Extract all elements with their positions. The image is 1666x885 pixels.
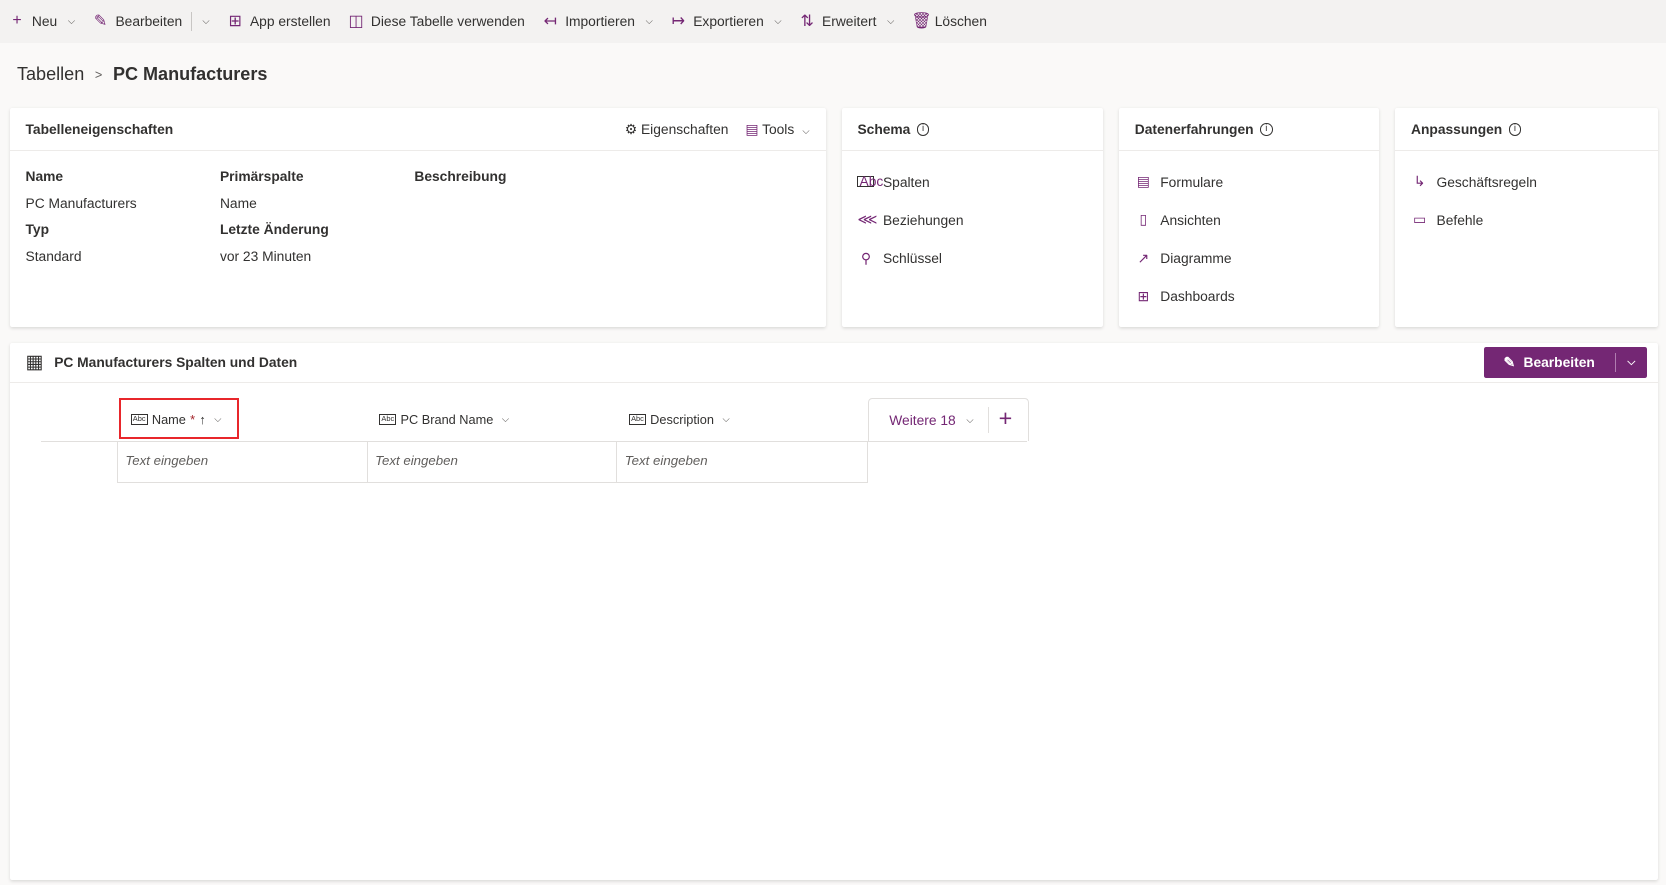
schema-card: Schema i Abc Spalten ⋘ Beziehungen ⚲ Schlüss…: [841, 108, 1103, 328]
description-label: Beschreibung: [414, 167, 507, 184]
primary-column-value: Name: [219, 194, 257, 211]
command-bar: + Neu ⌵ ✎ Bearbeiten ⌵ ⊞ App erstellen ◫ Dies…: [0, 0, 1666, 43]
text-column-icon: Abc: [379, 414, 397, 425]
card-title: Schema: [857, 121, 911, 138]
cell-pc-brand-name-input[interactable]: Text eingeben: [367, 440, 618, 484]
relationships-link[interactable]: ⋘ Beziehungen: [857, 211, 964, 228]
chevron-down-icon: ⌵: [645, 15, 653, 27]
toolbox-icon: ▤: [745, 120, 759, 137]
table-grid-icon: ▦: [25, 352, 44, 374]
more-columns-button[interactable]: Weitere 18 ⌵: [889, 412, 974, 429]
highlight-box: [119, 398, 240, 439]
last-changed-value: vor 23 Minuten: [219, 247, 312, 264]
page-title: PC Manufacturers: [112, 63, 268, 84]
name-value: PC Manufacturers: [25, 194, 137, 211]
import-button[interactable]: ↤ Importieren ⌵: [543, 13, 653, 31]
chevron-right-icon: >: [94, 66, 103, 82]
table-properties-card: Tabelleneigenschaften ⚙ Eigenschaften ▤ …: [9, 108, 826, 328]
card-title: Datenerfahrungen: [1134, 121, 1254, 138]
info-icon[interactable]: i: [1259, 122, 1273, 136]
use-table-button[interactable]: ◫ Diese Tabelle verwenden: [348, 13, 525, 31]
last-changed-label: Letzte Änderung: [219, 221, 329, 238]
chevron-down-icon: ⌵: [966, 414, 974, 426]
trash-icon: 🗑: [911, 13, 932, 31]
type-value: Standard: [25, 247, 82, 264]
commands-link[interactable]: ▭ Befehle: [1412, 211, 1484, 228]
command-icon: ▭: [1412, 211, 1427, 228]
primary-column-label: Primärspalte: [219, 167, 304, 184]
name-label: Name: [25, 167, 64, 184]
properties-button[interactable]: ⚙ Eigenschaften: [624, 120, 729, 137]
chevron-down-icon: ⌵: [722, 414, 730, 426]
chevron-down-icon: ⌵: [214, 414, 222, 426]
chevron-down-icon: ⌵: [802, 125, 810, 137]
card-title: Tabelleneigenschaften: [25, 121, 174, 138]
customizations-card: Anpassungen i ↳ Geschäftsregeln ▭ Befehle: [1395, 108, 1658, 328]
more-columns: Weitere 18 ⌵ +: [868, 398, 1029, 441]
share-icon: ⋘: [857, 211, 878, 228]
table-use-icon: ◫: [348, 13, 364, 31]
chevron-down-icon: ⌵: [67, 15, 76, 27]
create-app-button[interactable]: ⊞ App erstellen: [228, 13, 331, 31]
chevron-down-icon: ⌵: [501, 414, 510, 426]
dashboard-icon: ⊞: [1137, 287, 1150, 304]
tools-button[interactable]: ▤ Tools ⌵: [745, 120, 810, 137]
flow-icon: ↳: [1413, 173, 1426, 190]
keys-link[interactable]: ⚲ Schlüssel: [842, 239, 1103, 277]
cell-name-input[interactable]: Text eingeben: [116, 440, 368, 484]
edit-button[interactable]: ✎ Bearbeiten: [93, 13, 183, 31]
breadcrumb-tables-link[interactable]: Tabellen: [17, 63, 85, 84]
chevron-down-icon: ⌵: [887, 15, 895, 27]
export-icon: ↦: [671, 13, 686, 31]
info-icon[interactable]: i: [1508, 122, 1522, 136]
type-label: Typ: [25, 221, 50, 238]
gear-icon: ⚙: [624, 120, 638, 137]
add-column-button[interactable]: +: [988, 407, 1012, 433]
edit-dropdown[interactable]: ⌵: [198, 15, 210, 27]
text-column-icon: Abc: [629, 414, 646, 425]
breadcrumb: Tabellen > PC Manufacturers: [17, 64, 267, 85]
info-icon[interactable]: i: [916, 122, 930, 136]
cell-description-input[interactable]: Text eingeben: [617, 440, 869, 484]
charts-link[interactable]: ↗ Diagramme: [1119, 239, 1379, 277]
export-button[interactable]: ↦ Exportieren ⌵: [671, 13, 782, 31]
chevron-down-icon: ⌵: [202, 15, 210, 27]
chart-icon: ↗: [1137, 249, 1150, 266]
pencil-icon: ✎: [93, 13, 108, 31]
data-experiences-card: Datenerfahrungen i ▤ Formulare ▯ Ansichten …: [1118, 108, 1380, 328]
import-icon: ↤: [543, 13, 557, 31]
dashboards-link[interactable]: ⊞ Dashboards: [1119, 277, 1379, 315]
column-header-pc-brand-name[interactable]: Abc PC Brand Name ⌵: [368, 398, 618, 441]
new-button[interactable]: + Neu ⌵: [9, 12, 76, 30]
chevron-down-icon: ⌵: [774, 15, 782, 27]
column-header-name[interactable]: Abc Name * ↑ ⌵: [117, 398, 368, 441]
plus-icon: +: [12, 12, 22, 30]
columns-data-card: ▦ PC Manufacturers Spalten und Daten ✎ Bea…: [9, 343, 1658, 880]
key-icon: ⚲: [860, 249, 871, 266]
views-link[interactable]: ▯ Ansichten: [1119, 201, 1379, 239]
edit-data-button[interactable]: ✎ Bearbeiten ⌵: [1484, 347, 1647, 379]
divider: [190, 11, 192, 31]
app-icon: ⊞: [228, 13, 242, 31]
text-column-icon: Abc: [857, 175, 883, 188]
text-column-icon: Abc: [130, 414, 148, 425]
advanced-icon: ⇅: [800, 13, 814, 31]
view-icon: ▯: [1139, 211, 1148, 228]
card-title: PC Manufacturers Spalten und Daten: [54, 354, 298, 371]
columns-link[interactable]: Abc Spalten: [842, 163, 1103, 201]
card-title: Anpassungen: [1411, 121, 1503, 138]
chevron-down-icon[interactable]: ⌵: [1615, 353, 1647, 373]
form-icon: ▤: [1136, 173, 1150, 190]
forms-link[interactable]: ▤ Formulare: [1136, 173, 1224, 190]
delete-button[interactable]: 🗑 Löschen: [911, 13, 987, 31]
column-header-description[interactable]: Abc Description ⌵: [617, 398, 868, 441]
advanced-button[interactable]: ⇅ Erweitert ⌵: [800, 13, 895, 31]
business-rules-link[interactable]: ↳ Geschäftsregeln: [1395, 163, 1657, 201]
pencil-icon: ✎: [1503, 354, 1515, 371]
sort-ascending-icon: ↑: [199, 412, 206, 428]
